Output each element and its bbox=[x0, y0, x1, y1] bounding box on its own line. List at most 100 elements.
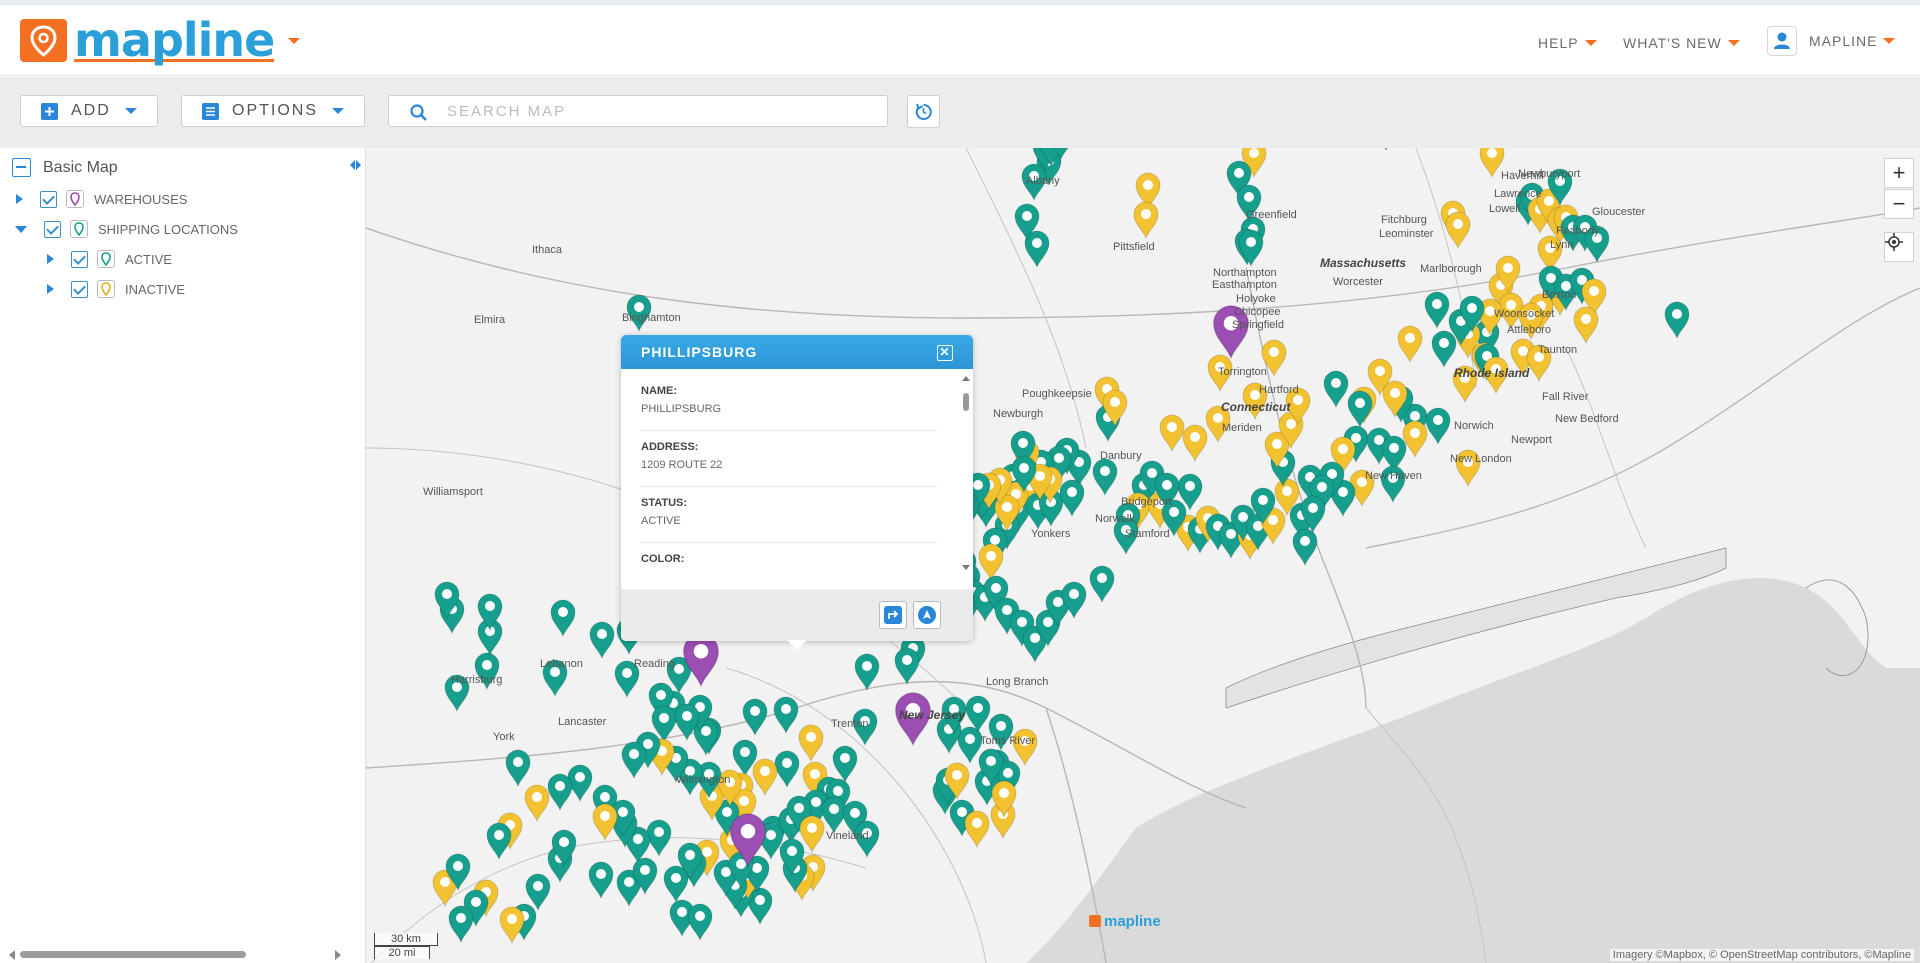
active-map-pin[interactable] bbox=[589, 621, 615, 660]
layer-row-warehouses[interactable]: WAREHOUSES bbox=[16, 190, 187, 208]
active-map-pin[interactable] bbox=[957, 726, 983, 765]
active-map-pin[interactable] bbox=[592, 784, 618, 823]
active-map-pin[interactable] bbox=[1238, 229, 1264, 268]
active-map-pin[interactable] bbox=[1236, 184, 1262, 223]
collapse-sidebar-icon[interactable] bbox=[350, 158, 380, 172]
add-button[interactable]: ADD bbox=[20, 95, 158, 127]
warehouse-map-pin[interactable] bbox=[729, 813, 767, 869]
active-map-pin[interactable] bbox=[542, 659, 568, 698]
active-map-pin[interactable] bbox=[1021, 163, 1047, 202]
active-map-pin[interactable] bbox=[842, 800, 868, 839]
active-map-pin[interactable] bbox=[646, 819, 672, 858]
active-map-pin[interactable] bbox=[965, 695, 991, 734]
inactive-map-pin[interactable] bbox=[1159, 414, 1185, 453]
user-menu[interactable]: MAPLINE bbox=[1767, 26, 1896, 56]
navigate-button[interactable] bbox=[913, 601, 941, 629]
inactive-map-pin[interactable] bbox=[1241, 148, 1267, 179]
zoom-out-button[interactable]: − bbox=[1884, 189, 1914, 219]
inactive-map-pin[interactable] bbox=[1402, 420, 1428, 459]
search-input[interactable] bbox=[447, 96, 867, 126]
active-map-pin[interactable] bbox=[1584, 225, 1610, 264]
active-map-pin[interactable] bbox=[1431, 330, 1457, 369]
expand-arrow-icon[interactable] bbox=[47, 254, 54, 264]
directions-button[interactable] bbox=[879, 601, 907, 629]
inactive-map-pin[interactable] bbox=[524, 784, 550, 823]
scrollbar-thumb[interactable] bbox=[20, 951, 246, 958]
active-map-pin[interactable] bbox=[550, 599, 576, 638]
layer-checkbox[interactable] bbox=[71, 250, 88, 268]
active-map-pin[interactable] bbox=[1092, 458, 1118, 497]
active-map-pin[interactable] bbox=[674, 703, 700, 742]
inactive-map-pin[interactable] bbox=[1495, 255, 1521, 294]
active-map-pin[interactable] bbox=[1547, 168, 1573, 207]
inactive-map-pin[interactable] bbox=[1455, 449, 1481, 488]
layer-row-active[interactable]: ACTIVE bbox=[47, 250, 172, 268]
active-map-pin[interactable] bbox=[687, 694, 713, 733]
active-map-pin[interactable] bbox=[1664, 301, 1690, 340]
warehouse-map-pin[interactable] bbox=[894, 692, 932, 748]
inactive-map-pin[interactable] bbox=[1012, 728, 1038, 767]
map-canvas[interactable]: Albany Ithaca Elmira Binghamton Pittsfield Gr… bbox=[366, 148, 1920, 963]
inactive-map-pin[interactable] bbox=[1207, 354, 1233, 393]
active-map-pin[interactable] bbox=[941, 696, 967, 735]
inactive-map-pin[interactable] bbox=[499, 906, 525, 945]
active-map-pin[interactable] bbox=[732, 739, 758, 778]
inactive-map-pin[interactable] bbox=[1581, 278, 1607, 317]
active-map-pin[interactable] bbox=[434, 581, 460, 620]
active-map-pin[interactable] bbox=[1343, 425, 1369, 464]
warehouse-map-pin[interactable] bbox=[682, 633, 720, 689]
active-map-pin[interactable] bbox=[1161, 499, 1187, 538]
collapse-arrow-icon[interactable] bbox=[15, 225, 27, 233]
active-map-pin[interactable] bbox=[696, 761, 722, 800]
inactive-map-pin[interactable] bbox=[1285, 387, 1311, 426]
active-map-pin[interactable] bbox=[854, 653, 880, 692]
active-map-pin[interactable] bbox=[1250, 487, 1276, 526]
active-map-pin[interactable] bbox=[666, 656, 692, 695]
inactive-map-pin[interactable] bbox=[1205, 405, 1231, 444]
inactive-map-pin[interactable] bbox=[1526, 344, 1552, 383]
locate-me-button[interactable] bbox=[1884, 232, 1914, 262]
inactive-map-pin[interactable] bbox=[1479, 148, 1505, 179]
layer-row-inactive[interactable]: INACTIVE bbox=[47, 280, 185, 298]
layer-checkbox[interactable] bbox=[40, 190, 57, 208]
layer-row-shipping-locations[interactable]: SHIPPING LOCATIONS bbox=[15, 220, 238, 238]
active-map-pin[interactable] bbox=[983, 575, 1009, 614]
active-map-pin[interactable] bbox=[648, 682, 674, 721]
active-map-pin[interactable] bbox=[852, 708, 878, 747]
app-logo[interactable]: mapline bbox=[20, 17, 301, 63]
active-map-pin[interactable] bbox=[1292, 528, 1318, 567]
active-map-pin[interactable] bbox=[774, 750, 800, 789]
active-map-pin[interactable] bbox=[651, 705, 677, 744]
active-map-pin[interactable] bbox=[1089, 565, 1115, 604]
refresh-button[interactable] bbox=[907, 95, 940, 128]
inactive-map-pin[interactable] bbox=[592, 803, 618, 842]
inactive-map-pin[interactable] bbox=[1367, 358, 1393, 397]
whats-new-menu[interactable]: WHAT'S NEW bbox=[1623, 35, 1740, 51]
active-map-pin[interactable] bbox=[1569, 267, 1595, 306]
active-map-pin[interactable] bbox=[616, 869, 642, 908]
active-map-pin[interactable] bbox=[949, 799, 975, 838]
active-map-pin[interactable] bbox=[444, 674, 470, 713]
active-map-pin[interactable] bbox=[747, 887, 773, 926]
active-map-pin[interactable] bbox=[1226, 160, 1252, 199]
active-map-pin[interactable] bbox=[1049, 148, 1073, 161]
layer-checkbox[interactable] bbox=[71, 280, 88, 298]
popup-scrollbar[interactable] bbox=[962, 375, 970, 571]
active-map-pin[interactable] bbox=[677, 842, 703, 881]
inactive-map-pin[interactable] bbox=[798, 724, 824, 763]
inactive-map-pin[interactable] bbox=[1573, 306, 1599, 345]
active-map-pin[interactable] bbox=[1010, 430, 1036, 469]
active-map-pin[interactable] bbox=[742, 698, 768, 737]
active-map-pin[interactable] bbox=[1381, 435, 1407, 474]
active-map-pin[interactable] bbox=[505, 749, 531, 788]
expand-arrow-icon[interactable] bbox=[47, 284, 54, 294]
map-attribution[interactable]: Imagery ©Mapbox, © OpenStreetMap contrib… bbox=[1609, 949, 1914, 961]
expand-arrow-icon[interactable] bbox=[16, 194, 23, 204]
active-map-pin[interactable] bbox=[632, 857, 658, 896]
active-map-pin[interactable] bbox=[821, 796, 847, 835]
active-map-pin[interactable] bbox=[1113, 517, 1139, 556]
inactive-map-pin[interactable] bbox=[799, 815, 825, 854]
warehouse-map-pin[interactable] bbox=[1212, 305, 1250, 361]
active-map-pin[interactable] bbox=[1011, 455, 1037, 494]
scrollbar-thumb[interactable] bbox=[963, 393, 969, 411]
